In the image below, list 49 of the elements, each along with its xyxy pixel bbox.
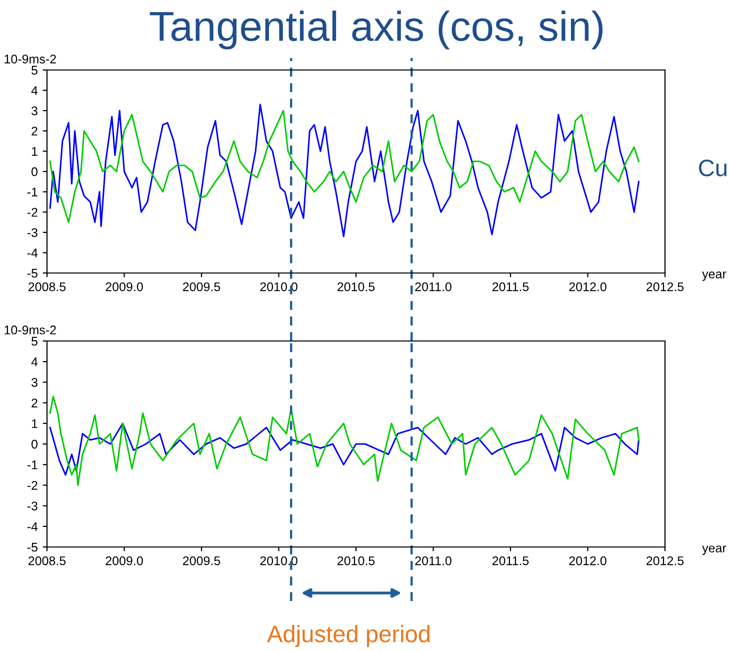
y-tick-label: -5 — [27, 542, 38, 552]
x-tick-label: 2012.5 — [646, 282, 684, 292]
y-tick-label: -1 — [27, 188, 38, 196]
y-tick-label: -4 — [27, 248, 38, 258]
y-tick-label: 2 — [32, 126, 38, 136]
x-tick-label: 2011.5 — [492, 282, 529, 292]
x-axis-title: year — [702, 546, 726, 555]
y-tick-label: -3 — [27, 502, 38, 510]
x-tick-label: 2011.0 — [415, 556, 452, 566]
x-tick-label: 2009.5 — [183, 556, 220, 566]
y-tick-label: 0 — [32, 167, 38, 176]
x-tick-label: 2010.5 — [338, 556, 375, 566]
y-tick-label: -2 — [27, 481, 38, 490]
x-axis-title: year — [702, 272, 726, 281]
x-tick-label: 2010.0 — [260, 556, 298, 566]
y-tick-label: -3 — [27, 228, 38, 238]
y-tick-label: 0 — [32, 440, 38, 449]
x-tick-label: 2012.0 — [569, 556, 606, 566]
line-series — [49, 422, 640, 476]
x-tick-label: 2009.5 — [183, 282, 220, 292]
x-tick-label: 2012.5 — [646, 556, 684, 566]
y-tick-label: 3 — [32, 378, 38, 387]
y-tick-label: -2 — [27, 208, 38, 217]
line-series — [49, 396, 640, 486]
y-tick-label: 2 — [32, 398, 38, 408]
x-tick-label: 2008.5 — [28, 282, 66, 292]
text: Cu — [699, 160, 726, 176]
x-tick-label: 2009.0 — [106, 282, 143, 292]
y-tick-label: 5 — [32, 66, 38, 75]
text: Adjusted period — [267, 624, 430, 648]
y-axis-title: 10-9ms-2 — [4, 326, 56, 334]
y-tick-label: 5 — [32, 336, 38, 346]
y-tick-label: 1 — [32, 147, 38, 156]
x-tick-label: 2011.0 — [415, 282, 452, 292]
chart-title: Tangential axis (cos, sin) — [150, 10, 603, 50]
x-tick-label: 2009.0 — [106, 556, 143, 566]
y-axis-title: 10-9ms-2 — [4, 54, 56, 64]
x-tick-label: 2010.5 — [338, 282, 375, 292]
y-tick-label: 1 — [32, 419, 38, 428]
y-tick-label: 4 — [31, 86, 38, 95]
y-tick-label: 3 — [32, 106, 38, 116]
y-tick-label: -5 — [27, 268, 38, 278]
y-tick-label: 4 — [31, 358, 38, 366]
y-tick-label: -1 — [27, 460, 38, 470]
x-tick-label: 2010.0 — [260, 282, 298, 292]
x-tick-label: 2011.5 — [492, 556, 529, 566]
y-tick-label: -4 — [27, 522, 38, 531]
x-tick-label: 2008.5 — [28, 556, 66, 566]
x-tick-label: 2012.0 — [569, 282, 606, 292]
